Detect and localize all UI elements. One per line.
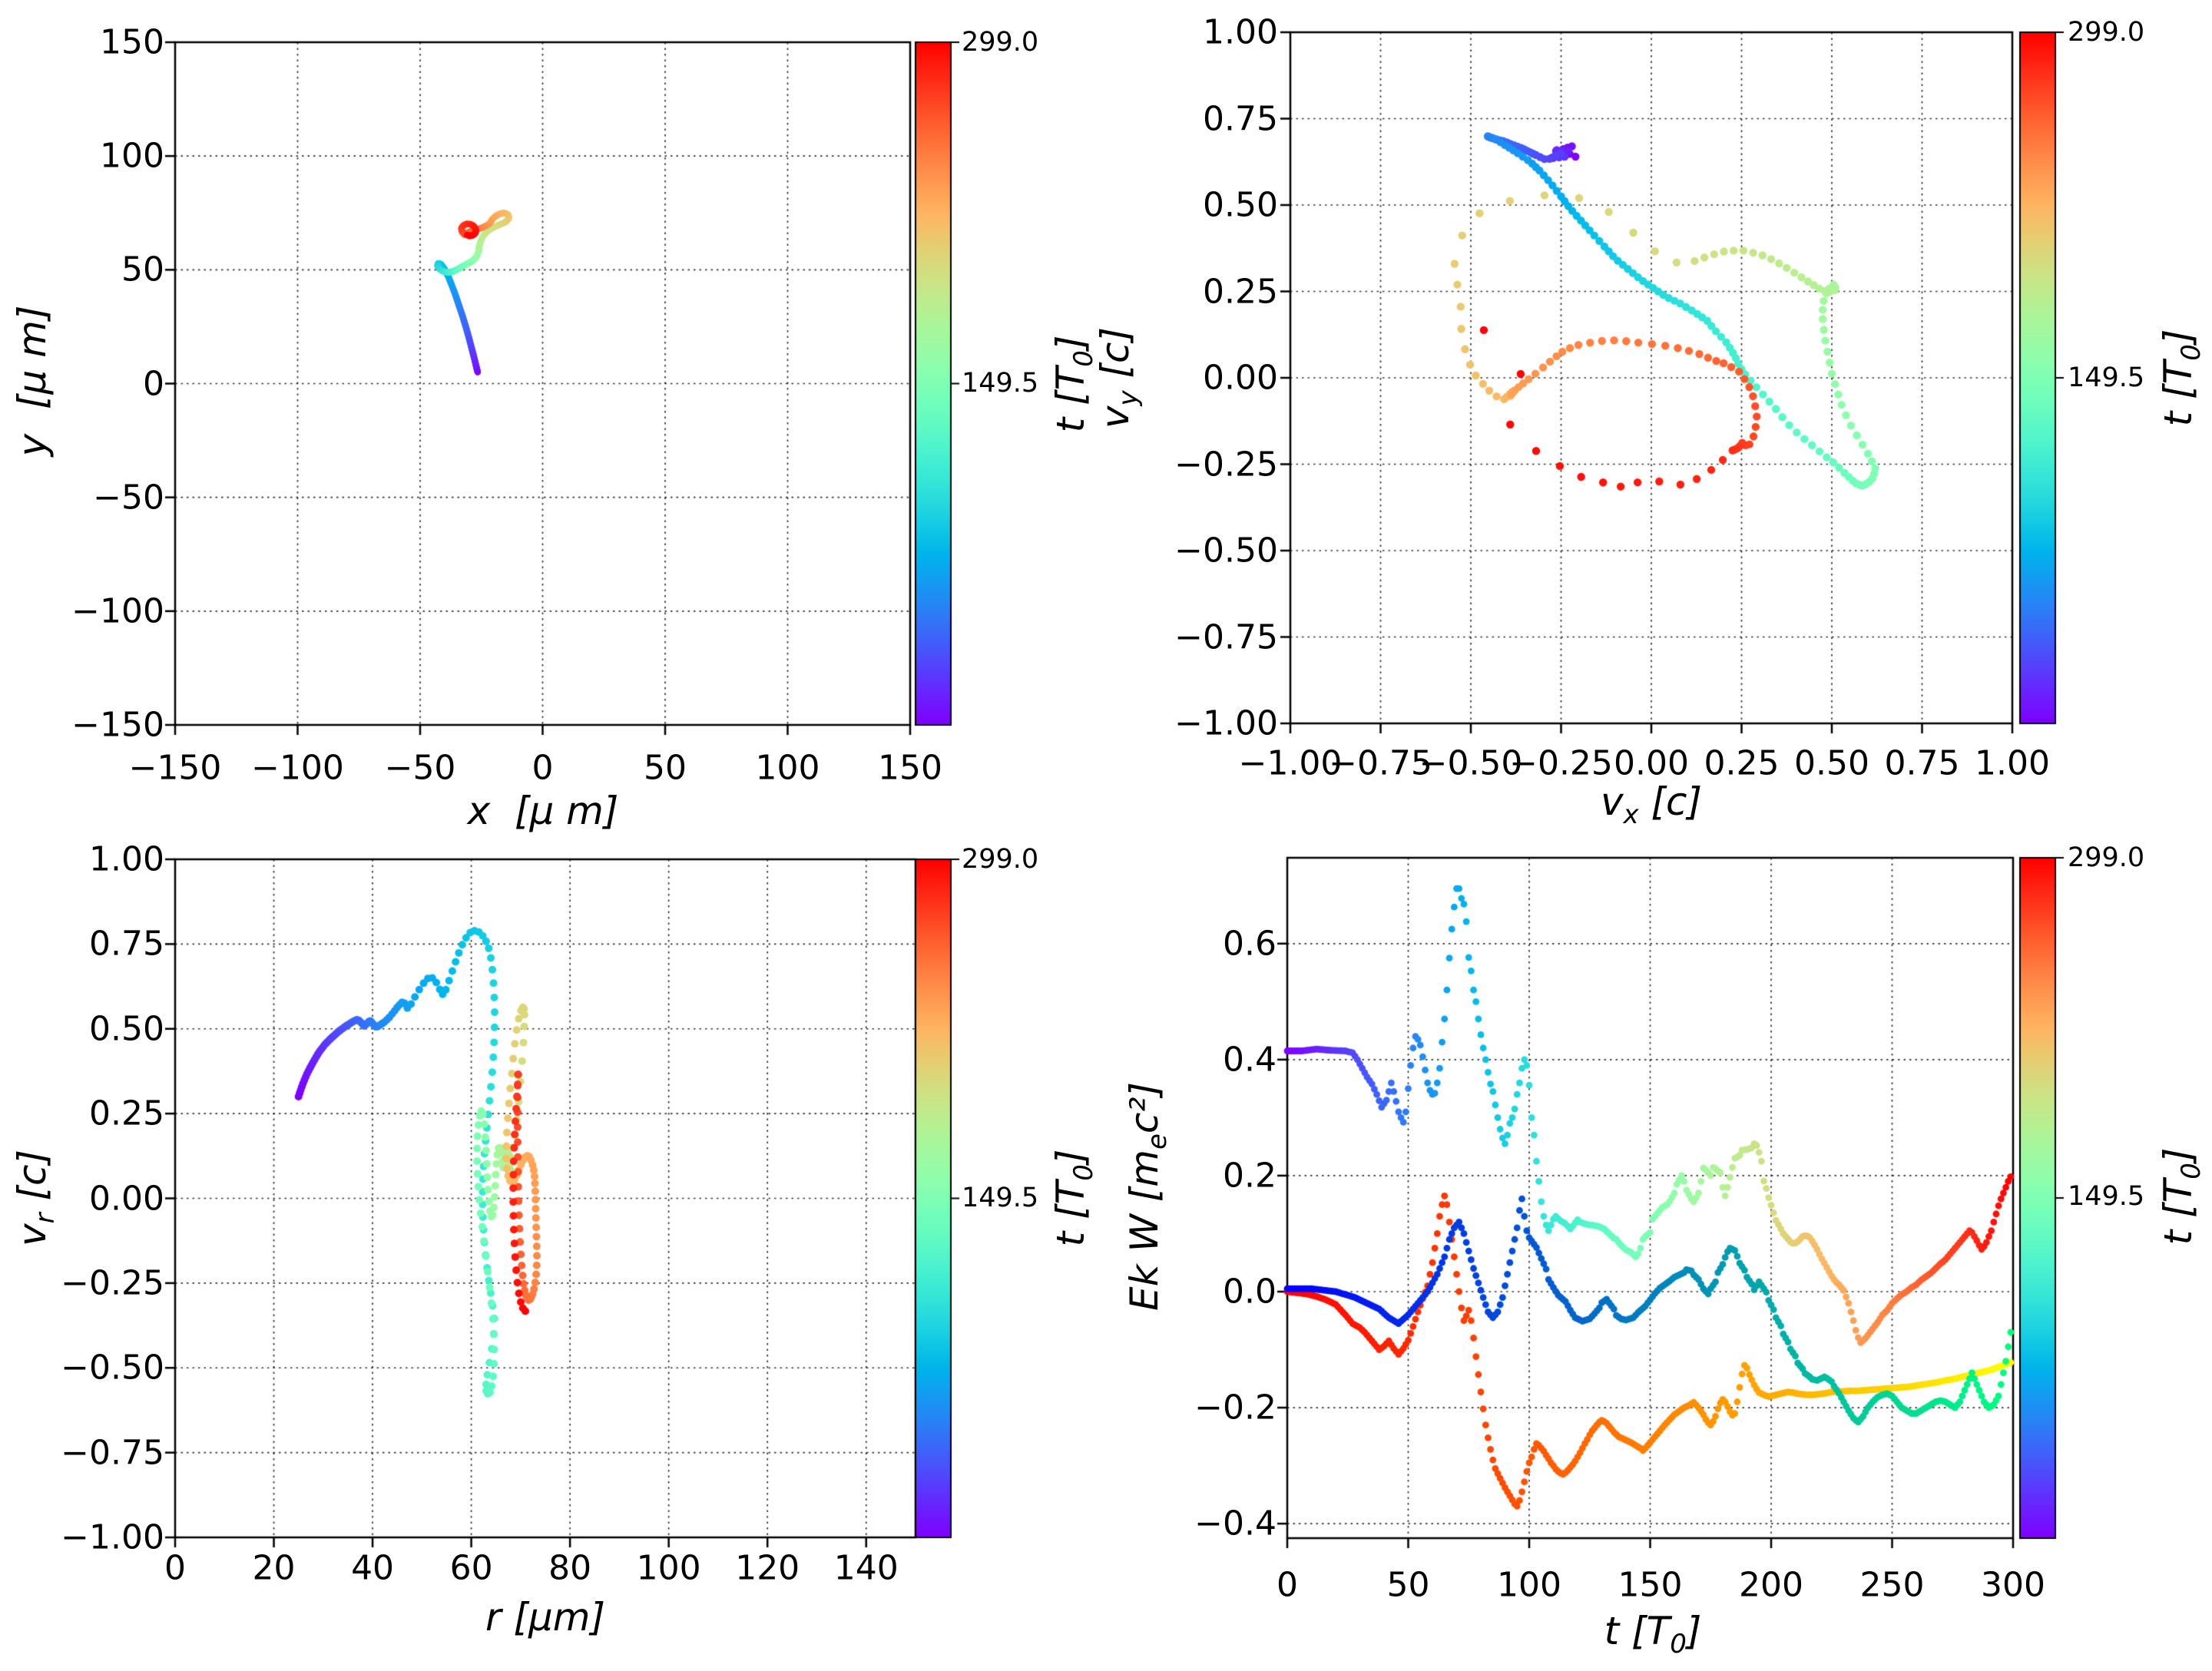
cbar1-tick-top: 299.0	[962, 27, 1039, 58]
panel3-xtick-label: 0	[164, 1548, 186, 1588]
panel2-xtick-label: 0.50	[1794, 743, 1869, 783]
panel3-ytick-label: 0.75	[89, 924, 164, 964]
panel1-ytick-label: −50	[93, 478, 164, 518]
panel3-xtick-label: 20	[252, 1548, 296, 1588]
cbar1-tick-mid: 149.5	[962, 368, 1039, 399]
xy-xlabel: x [μ m]	[467, 789, 619, 833]
panel2-xtick-label: 1.00	[1975, 743, 2050, 783]
panel3-ytick-label: −0.50	[61, 1348, 164, 1388]
panel4-ytick-label: 0.4	[1223, 1040, 1277, 1080]
panel4-xtick-label: 300	[1981, 1565, 2045, 1605]
panel4-ytick-label: −0.4	[1194, 1504, 1277, 1544]
panel1-ytick-label: 0	[143, 364, 164, 403]
panel3-xtick-label: 140	[833, 1548, 899, 1588]
xy-ylabel: y [μ m]	[10, 305, 55, 457]
panel3-ytick-label: 0.25	[89, 1094, 164, 1133]
panel4-ytick-label: 0.0	[1223, 1272, 1277, 1312]
cbar2-label: t [T0]	[2156, 329, 2207, 427]
cbar4-tick-mid: 149.5	[2068, 1181, 2145, 1212]
panel4-ytick-label: −0.2	[1194, 1388, 1277, 1428]
cbar2-tick-mid: 149.5	[2068, 362, 2145, 393]
panel3-xtick-label: 60	[449, 1548, 493, 1588]
panel2-ytick-label: −0.50	[1174, 531, 1278, 571]
cbar3-label: t [T0]	[1048, 1149, 1099, 1247]
panel4-xtick-label: 100	[1497, 1565, 1561, 1605]
panel4-xtick-label: 150	[1618, 1565, 1683, 1605]
panel1-xtick-label: −150	[128, 748, 222, 788]
panel4-xtick-label: 250	[1859, 1565, 1925, 1605]
panel1-xtick-label: 100	[755, 748, 820, 788]
panel3-xtick-label: 40	[351, 1548, 395, 1588]
cbar1-label: t [T0]	[1048, 335, 1099, 433]
panel3-ytick-label: 1.00	[89, 839, 164, 879]
panel4-ytick-label: 0.2	[1223, 1156, 1277, 1196]
energy-xlabel: t [T0]	[1604, 1609, 1702, 1659]
panel3-xtick-label: 100	[636, 1548, 701, 1588]
panel1-xtick-label: 0	[531, 748, 554, 788]
panel4-xtick-label: 0	[1277, 1565, 1298, 1605]
panel1-ytick-label: 150	[100, 22, 164, 62]
panel1-ytick-label: −150	[71, 705, 164, 745]
panel2-ytick-label: 0.75	[1203, 99, 1278, 138]
panel3-ytick-label: −0.75	[61, 1433, 164, 1473]
panel4-ytick-label: 0.6	[1223, 924, 1277, 964]
panel2-ytick-label: 0.25	[1203, 272, 1278, 311]
panel4-xtick-label: 50	[1386, 1565, 1430, 1605]
panel2-xtick-label: 0.00	[1614, 743, 1689, 783]
panel3-xtick-label: 120	[735, 1548, 800, 1588]
vxvy-ylabel: vy [c]	[1093, 326, 1144, 429]
panel2-ytick-label: 1.00	[1203, 12, 1278, 52]
cbar3-tick-top: 299.0	[962, 844, 1039, 875]
panel3-ytick-label: 0.50	[89, 1009, 164, 1049]
cbar4-tick-top: 299.0	[2068, 842, 2145, 873]
vr-xlabel: r [μm]	[485, 1595, 606, 1640]
panel3-ytick-label: 0.00	[89, 1179, 164, 1218]
panel2-xtick-label: −0.75	[1329, 743, 1432, 783]
energy-ylabel: Ek W [mec²]	[1122, 1082, 1173, 1311]
cbar4-label: t [T0]	[2156, 1147, 2207, 1246]
panel1-xtick-label: 150	[878, 748, 942, 788]
cbar2-tick-top: 299.0	[2068, 17, 2145, 48]
panel2-xtick-label: 0.75	[1884, 743, 1960, 783]
panel3-ytick-label: −1.00	[61, 1517, 164, 1557]
panel2-xtick-label: 0.25	[1704, 743, 1780, 783]
panel1-ytick-label: 50	[121, 250, 164, 290]
panel2-ytick-label: 0.00	[1203, 358, 1278, 398]
panel2-ytick-label: 0.50	[1203, 185, 1278, 225]
panel2-xtick-label: −0.25	[1509, 743, 1613, 783]
panel2-xtick-label: −0.50	[1419, 743, 1523, 783]
panel2-xtick-label: −1.00	[1238, 743, 1343, 783]
panel1-ytick-label: 100	[100, 136, 164, 176]
panel2-ytick-label: −1.00	[1174, 703, 1278, 743]
vxvy-xlabel: vx [c]	[1600, 779, 1703, 830]
panel1-xtick-label: −100	[251, 748, 344, 788]
vr-ylabel: vr [c]	[10, 1150, 61, 1246]
panel4-xtick-label: 200	[1739, 1565, 1803, 1605]
cbar3-tick-mid: 149.5	[962, 1183, 1039, 1213]
panel2-ytick-label: −0.75	[1174, 617, 1278, 657]
panel1-xtick-label: 50	[644, 748, 687, 788]
panel2-ytick-label: −0.25	[1174, 445, 1278, 484]
panel1-ytick-label: −100	[71, 591, 164, 631]
panel1-xtick-label: −50	[384, 748, 456, 788]
panel3-ytick-label: −0.25	[61, 1263, 164, 1303]
panel3-xtick-label: 80	[548, 1548, 592, 1588]
